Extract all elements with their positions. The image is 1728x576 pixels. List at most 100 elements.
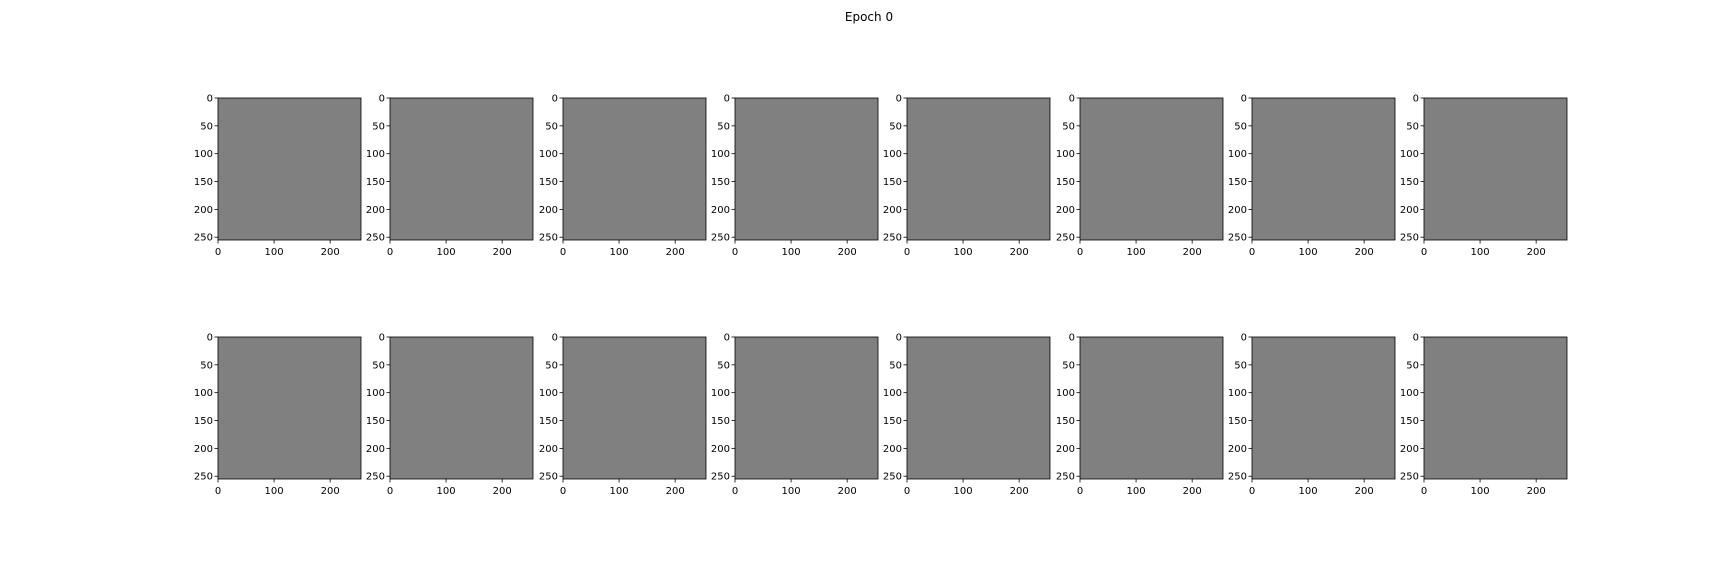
y-tick-label: 150 [366, 177, 385, 188]
y-tick-label: 100 [1056, 149, 1075, 160]
y-tick-label: 200 [539, 205, 558, 216]
x-tick-label: 100 [265, 247, 284, 258]
y-tick-label: 150 [1056, 416, 1075, 427]
y-tick-label: 100 [883, 149, 902, 160]
y-tick-label: 250 [1056, 233, 1075, 244]
image-panel: 0 100 200 0 50 100 150 200 250 [883, 94, 1051, 258]
x-tick-label: 200 [666, 486, 685, 497]
x-tick-label: 100 [782, 486, 801, 497]
y-tick-label: 150 [883, 177, 902, 188]
y-tick-label: 0 [207, 333, 213, 344]
x-tick-label: 200 [493, 247, 512, 258]
y-tick-label: 100 [1228, 149, 1247, 160]
y-tick-label: 50 [1406, 121, 1419, 132]
image-panel: 0 100 200 0 50 100 150 200 250 [883, 333, 1051, 497]
y-tick-label: 200 [1228, 205, 1247, 216]
image-tile [217, 97, 362, 241]
x-tick-label: 200 [1010, 486, 1029, 497]
y-tick-label: 200 [194, 205, 213, 216]
x-tick-label: 0 [904, 486, 910, 497]
y-tick-label: 150 [1400, 416, 1419, 427]
y-tick-label: 100 [1400, 388, 1419, 399]
x-tick-label: 0 [1421, 247, 1427, 258]
image-panel: 0 100 200 0 50 100 150 200 250 [711, 333, 879, 497]
image-tile [1423, 336, 1568, 480]
x-tick-label: 200 [838, 486, 857, 497]
y-tick-label: 200 [1400, 444, 1419, 455]
y-tick-label: 150 [1400, 177, 1419, 188]
x-tick-label: 0 [1077, 247, 1083, 258]
image-panel: 0 100 200 0 50 100 150 200 250 [539, 94, 707, 258]
x-tick-label: 0 [387, 486, 393, 497]
x-tick-label: 100 [954, 486, 973, 497]
x-tick-label: 200 [1527, 247, 1546, 258]
x-tick-label: 100 [437, 247, 456, 258]
y-tick-label: 0 [1241, 333, 1247, 344]
image-panel: 0 100 200 0 50 100 150 200 250 [539, 333, 707, 497]
x-tick-label: 200 [1355, 486, 1374, 497]
x-tick-label: 200 [838, 247, 857, 258]
y-tick-label: 250 [539, 472, 558, 483]
x-tick-label: 100 [265, 486, 284, 497]
y-tick-label: 200 [711, 205, 730, 216]
y-tick-label: 0 [896, 333, 902, 344]
y-tick-label: 50 [889, 360, 902, 371]
x-tick-label: 0 [387, 247, 393, 258]
y-tick-label: 50 [717, 121, 730, 132]
x-tick-label: 200 [1183, 486, 1202, 497]
x-tick-label: 200 [666, 247, 685, 258]
image-tile [217, 336, 362, 480]
x-tick-label: 100 [954, 247, 973, 258]
x-tick-label: 0 [215, 486, 221, 497]
x-tick-label: 100 [1299, 486, 1318, 497]
y-tick-label: 100 [366, 149, 385, 160]
y-tick-label: 0 [1241, 94, 1247, 105]
y-tick-label: 50 [372, 121, 385, 132]
x-tick-label: 100 [782, 247, 801, 258]
y-tick-label: 100 [883, 388, 902, 399]
y-tick-label: 0 [552, 333, 558, 344]
y-tick-label: 50 [1234, 360, 1247, 371]
y-tick-label: 250 [711, 233, 730, 244]
y-tick-label: 250 [194, 472, 213, 483]
y-tick-label: 100 [194, 149, 213, 160]
y-tick-label: 0 [896, 94, 902, 105]
x-tick-label: 100 [1127, 486, 1146, 497]
x-tick-label: 100 [1127, 247, 1146, 258]
x-tick-label: 100 [610, 486, 629, 497]
y-tick-label: 150 [194, 177, 213, 188]
image-tile [389, 97, 534, 241]
y-tick-label: 200 [1400, 205, 1419, 216]
y-tick-label: 250 [1400, 233, 1419, 244]
y-tick-label: 0 [1413, 94, 1419, 105]
y-tick-label: 0 [552, 94, 558, 105]
x-tick-label: 0 [904, 247, 910, 258]
image-tile [1251, 336, 1396, 480]
y-tick-label: 100 [711, 388, 730, 399]
figure-title: Epoch 0 [845, 10, 893, 24]
y-tick-label: 50 [372, 360, 385, 371]
x-tick-label: 0 [732, 486, 738, 497]
image-panel: 0 100 200 0 50 100 150 200 250 [1400, 94, 1568, 258]
image-tile [562, 336, 707, 480]
y-tick-label: 200 [194, 444, 213, 455]
x-tick-label: 200 [1355, 247, 1374, 258]
y-tick-label: 50 [545, 121, 558, 132]
image-panel: 0 100 200 0 50 100 150 200 250 [1228, 333, 1396, 497]
y-tick-label: 150 [711, 416, 730, 427]
y-tick-label: 250 [366, 233, 385, 244]
y-tick-label: 150 [711, 177, 730, 188]
y-tick-label: 250 [1228, 233, 1247, 244]
y-tick-label: 250 [883, 233, 902, 244]
x-tick-label: 0 [1077, 486, 1083, 497]
image-tile [734, 97, 879, 241]
y-tick-label: 250 [711, 472, 730, 483]
y-tick-label: 250 [1400, 472, 1419, 483]
y-tick-label: 50 [1062, 121, 1075, 132]
x-tick-label: 0 [560, 247, 566, 258]
x-tick-label: 200 [1527, 486, 1546, 497]
x-tick-label: 100 [1471, 486, 1490, 497]
y-tick-label: 0 [207, 94, 213, 105]
y-tick-label: 200 [883, 444, 902, 455]
y-tick-label: 200 [366, 205, 385, 216]
